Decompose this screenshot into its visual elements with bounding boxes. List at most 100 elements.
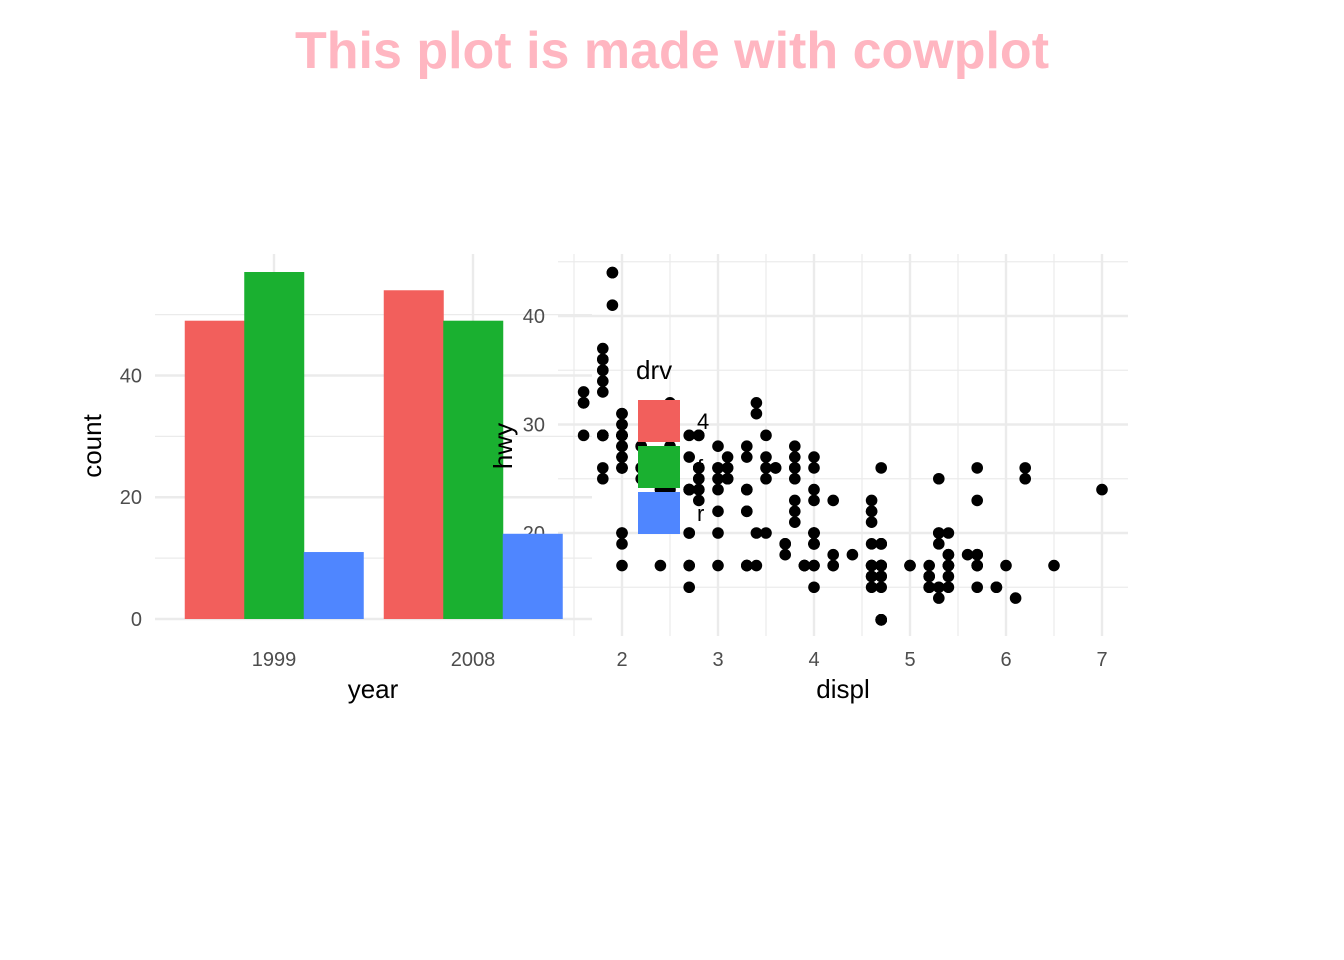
bar-chart-y-tick-labels: 0 20 40 bbox=[120, 365, 142, 631]
scatter-point bbox=[693, 429, 705, 442]
scatter-point bbox=[865, 516, 878, 528]
scatter-point bbox=[760, 527, 772, 539]
scatter-point bbox=[721, 451, 734, 463]
scatter-point bbox=[683, 581, 695, 594]
scatter-point bbox=[865, 559, 878, 572]
scatter-chart-y-tick-label: 40 bbox=[523, 306, 545, 328]
scatter-chart-x-tick-label: 4 bbox=[808, 649, 819, 671]
scatter-point bbox=[693, 462, 705, 474]
scatter-point bbox=[741, 440, 753, 453]
scatter-point bbox=[1019, 462, 1031, 474]
scatter-point bbox=[923, 581, 935, 594]
scatter-point bbox=[577, 386, 590, 398]
scatter-point bbox=[875, 462, 887, 474]
scatter-point bbox=[712, 440, 724, 453]
scatter-point bbox=[808, 581, 820, 594]
scatter-point bbox=[769, 462, 782, 474]
scatter-point bbox=[933, 472, 945, 485]
bar-chart-x-axis-label: year bbox=[348, 674, 399, 704]
scatter-point bbox=[597, 386, 609, 398]
scatter-point bbox=[683, 429, 695, 442]
scatter-point bbox=[606, 266, 619, 279]
scatter-point bbox=[750, 527, 763, 539]
scatter-point bbox=[808, 462, 820, 474]
scatter-point bbox=[865, 570, 878, 583]
scatter-point bbox=[750, 407, 763, 420]
bar-1999-f bbox=[244, 272, 305, 619]
scatter-point bbox=[616, 418, 628, 431]
scatter-point bbox=[789, 505, 801, 518]
scatter-point bbox=[1009, 592, 1022, 604]
scatter-point bbox=[789, 472, 801, 485]
scatter-point bbox=[789, 494, 801, 507]
scatter-point bbox=[923, 559, 935, 572]
legend-label-f: f bbox=[697, 455, 704, 480]
scatter-point bbox=[808, 527, 820, 539]
scatter-point bbox=[712, 483, 724, 496]
bar-chart-y-tick-label: 0 bbox=[131, 609, 142, 631]
scatter-point bbox=[789, 462, 801, 474]
scatter-point bbox=[942, 581, 955, 594]
scatter-point bbox=[616, 451, 628, 463]
scatter-point bbox=[606, 299, 619, 311]
scatter-chart-x-tick-label: 7 bbox=[1096, 649, 1107, 671]
bar-chart-x-tick-label: 1999 bbox=[252, 649, 297, 671]
plot-title: This plot is made with cowplot bbox=[295, 22, 1049, 80]
scatter-point bbox=[942, 559, 955, 572]
scatter-point bbox=[616, 462, 628, 474]
scatter-point bbox=[865, 538, 878, 550]
scatter-point bbox=[933, 527, 945, 539]
scatter-point bbox=[1048, 559, 1060, 572]
scatter-point bbox=[712, 472, 724, 485]
scatter-point bbox=[597, 462, 609, 474]
scatter-point bbox=[750, 559, 763, 572]
scatter-chart-y-tick-labels: 203040 bbox=[523, 306, 545, 545]
scatter-point bbox=[846, 548, 859, 561]
scatter-point bbox=[1096, 483, 1108, 496]
scatter-point bbox=[760, 451, 772, 463]
scatter-point bbox=[693, 483, 705, 496]
scatter-point bbox=[741, 559, 753, 572]
scatter-point bbox=[741, 505, 753, 518]
bar-1999-r bbox=[303, 552, 364, 619]
scatter-point bbox=[865, 505, 878, 518]
scatter-point bbox=[827, 559, 839, 572]
scatter-point bbox=[712, 505, 724, 518]
scatter-point bbox=[760, 472, 772, 485]
scatter-point bbox=[616, 538, 628, 550]
scatter-point bbox=[808, 559, 820, 572]
scatter-point bbox=[904, 559, 916, 572]
scatter-point bbox=[597, 375, 609, 387]
scatter-chart-x-tick-labels: 2 3 4 5 6 7 bbox=[616, 649, 1107, 671]
scatter-point bbox=[971, 548, 983, 561]
bar-2008-4 bbox=[383, 290, 444, 619]
scatter-point bbox=[712, 462, 724, 474]
scatter-chart-x-tick-label: 6 bbox=[1000, 649, 1011, 671]
scatter-point bbox=[577, 397, 590, 409]
scatter-point bbox=[683, 527, 695, 539]
scatter-point bbox=[808, 538, 820, 550]
scatter-point bbox=[961, 548, 974, 561]
bar-chart-bars bbox=[184, 272, 504, 619]
scatter-point bbox=[597, 429, 609, 442]
scatter-point bbox=[875, 614, 887, 626]
bar-chart-x-tick-label: 2008 bbox=[451, 649, 496, 671]
scatter-point bbox=[721, 462, 734, 474]
scatter-point bbox=[990, 581, 1003, 594]
scatter-chart-y-tick-label: 30 bbox=[523, 415, 545, 437]
scatter-point bbox=[683, 451, 695, 463]
scatter-point bbox=[616, 440, 628, 453]
scatter-point bbox=[875, 538, 887, 550]
scatter-point bbox=[693, 494, 705, 507]
scatter-point bbox=[798, 559, 811, 572]
scatter-point bbox=[933, 581, 945, 594]
legend-key-f bbox=[638, 446, 680, 488]
scatter-point bbox=[827, 548, 839, 561]
scatter-point bbox=[616, 527, 628, 539]
bar-chart-overlap-layer bbox=[502, 533, 563, 619]
legend-label-r: r bbox=[697, 501, 704, 526]
scatter-point bbox=[875, 559, 887, 572]
scatter-chart-x-tick-label: 3 bbox=[712, 649, 723, 671]
legend-key-r bbox=[638, 492, 680, 534]
